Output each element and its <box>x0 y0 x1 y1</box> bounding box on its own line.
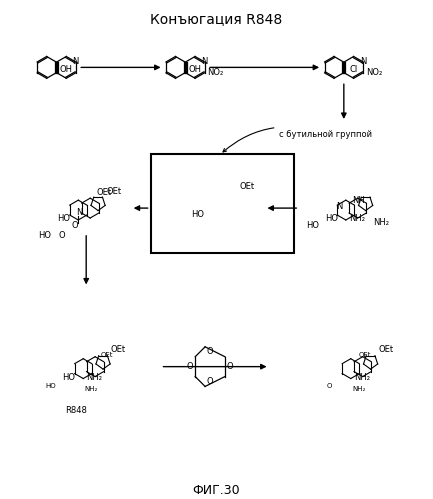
Text: NO₂: NO₂ <box>207 68 224 77</box>
Text: NH₂: NH₂ <box>352 386 365 392</box>
Text: OEt: OEt <box>106 187 121 196</box>
Text: O: O <box>207 377 213 386</box>
Text: NO₂: NO₂ <box>366 68 382 77</box>
Text: OEt: OEt <box>378 345 394 354</box>
Text: NH₂: NH₂ <box>84 386 98 392</box>
Text: OEt: OEt <box>359 352 371 358</box>
Text: O: O <box>58 231 65 240</box>
Text: HO: HO <box>325 215 338 224</box>
Text: O: O <box>226 362 233 371</box>
Text: NH₂: NH₂ <box>374 219 390 228</box>
Text: HO: HO <box>306 222 319 231</box>
Text: HO: HO <box>57 215 70 224</box>
Text: с бутильной группой: с бутильной группой <box>223 128 372 152</box>
Text: HO: HO <box>191 210 204 219</box>
Text: OEt: OEt <box>96 188 111 197</box>
Text: O: O <box>187 362 194 371</box>
Text: N: N <box>76 208 82 217</box>
Text: O: O <box>72 222 79 231</box>
Text: OH: OH <box>189 65 202 74</box>
Text: N: N <box>73 57 79 66</box>
Text: NH: NH <box>352 196 365 205</box>
Text: ФИГ.30: ФИГ.30 <box>192 484 240 497</box>
Text: OEt: OEt <box>240 182 255 191</box>
Text: HO: HO <box>46 383 56 389</box>
Text: Cl: Cl <box>349 65 358 74</box>
Text: N: N <box>360 57 366 66</box>
Text: OH: OH <box>60 65 73 74</box>
Text: HO: HO <box>39 232 52 241</box>
Text: N: N <box>201 57 208 66</box>
Text: NH₂: NH₂ <box>354 373 370 382</box>
Text: R848: R848 <box>65 406 87 415</box>
Text: NH₂: NH₂ <box>349 214 365 223</box>
Bar <box>151 154 294 252</box>
Text: O: O <box>326 383 332 389</box>
Text: Конъюгация R848: Конъюгация R848 <box>150 12 282 26</box>
Text: OEt: OEt <box>111 345 126 354</box>
Text: OEt: OEt <box>101 352 113 358</box>
Text: NH₂: NH₂ <box>86 373 102 382</box>
Text: HO: HO <box>62 373 75 382</box>
Text: N: N <box>336 202 342 211</box>
Text: O: O <box>207 347 213 356</box>
